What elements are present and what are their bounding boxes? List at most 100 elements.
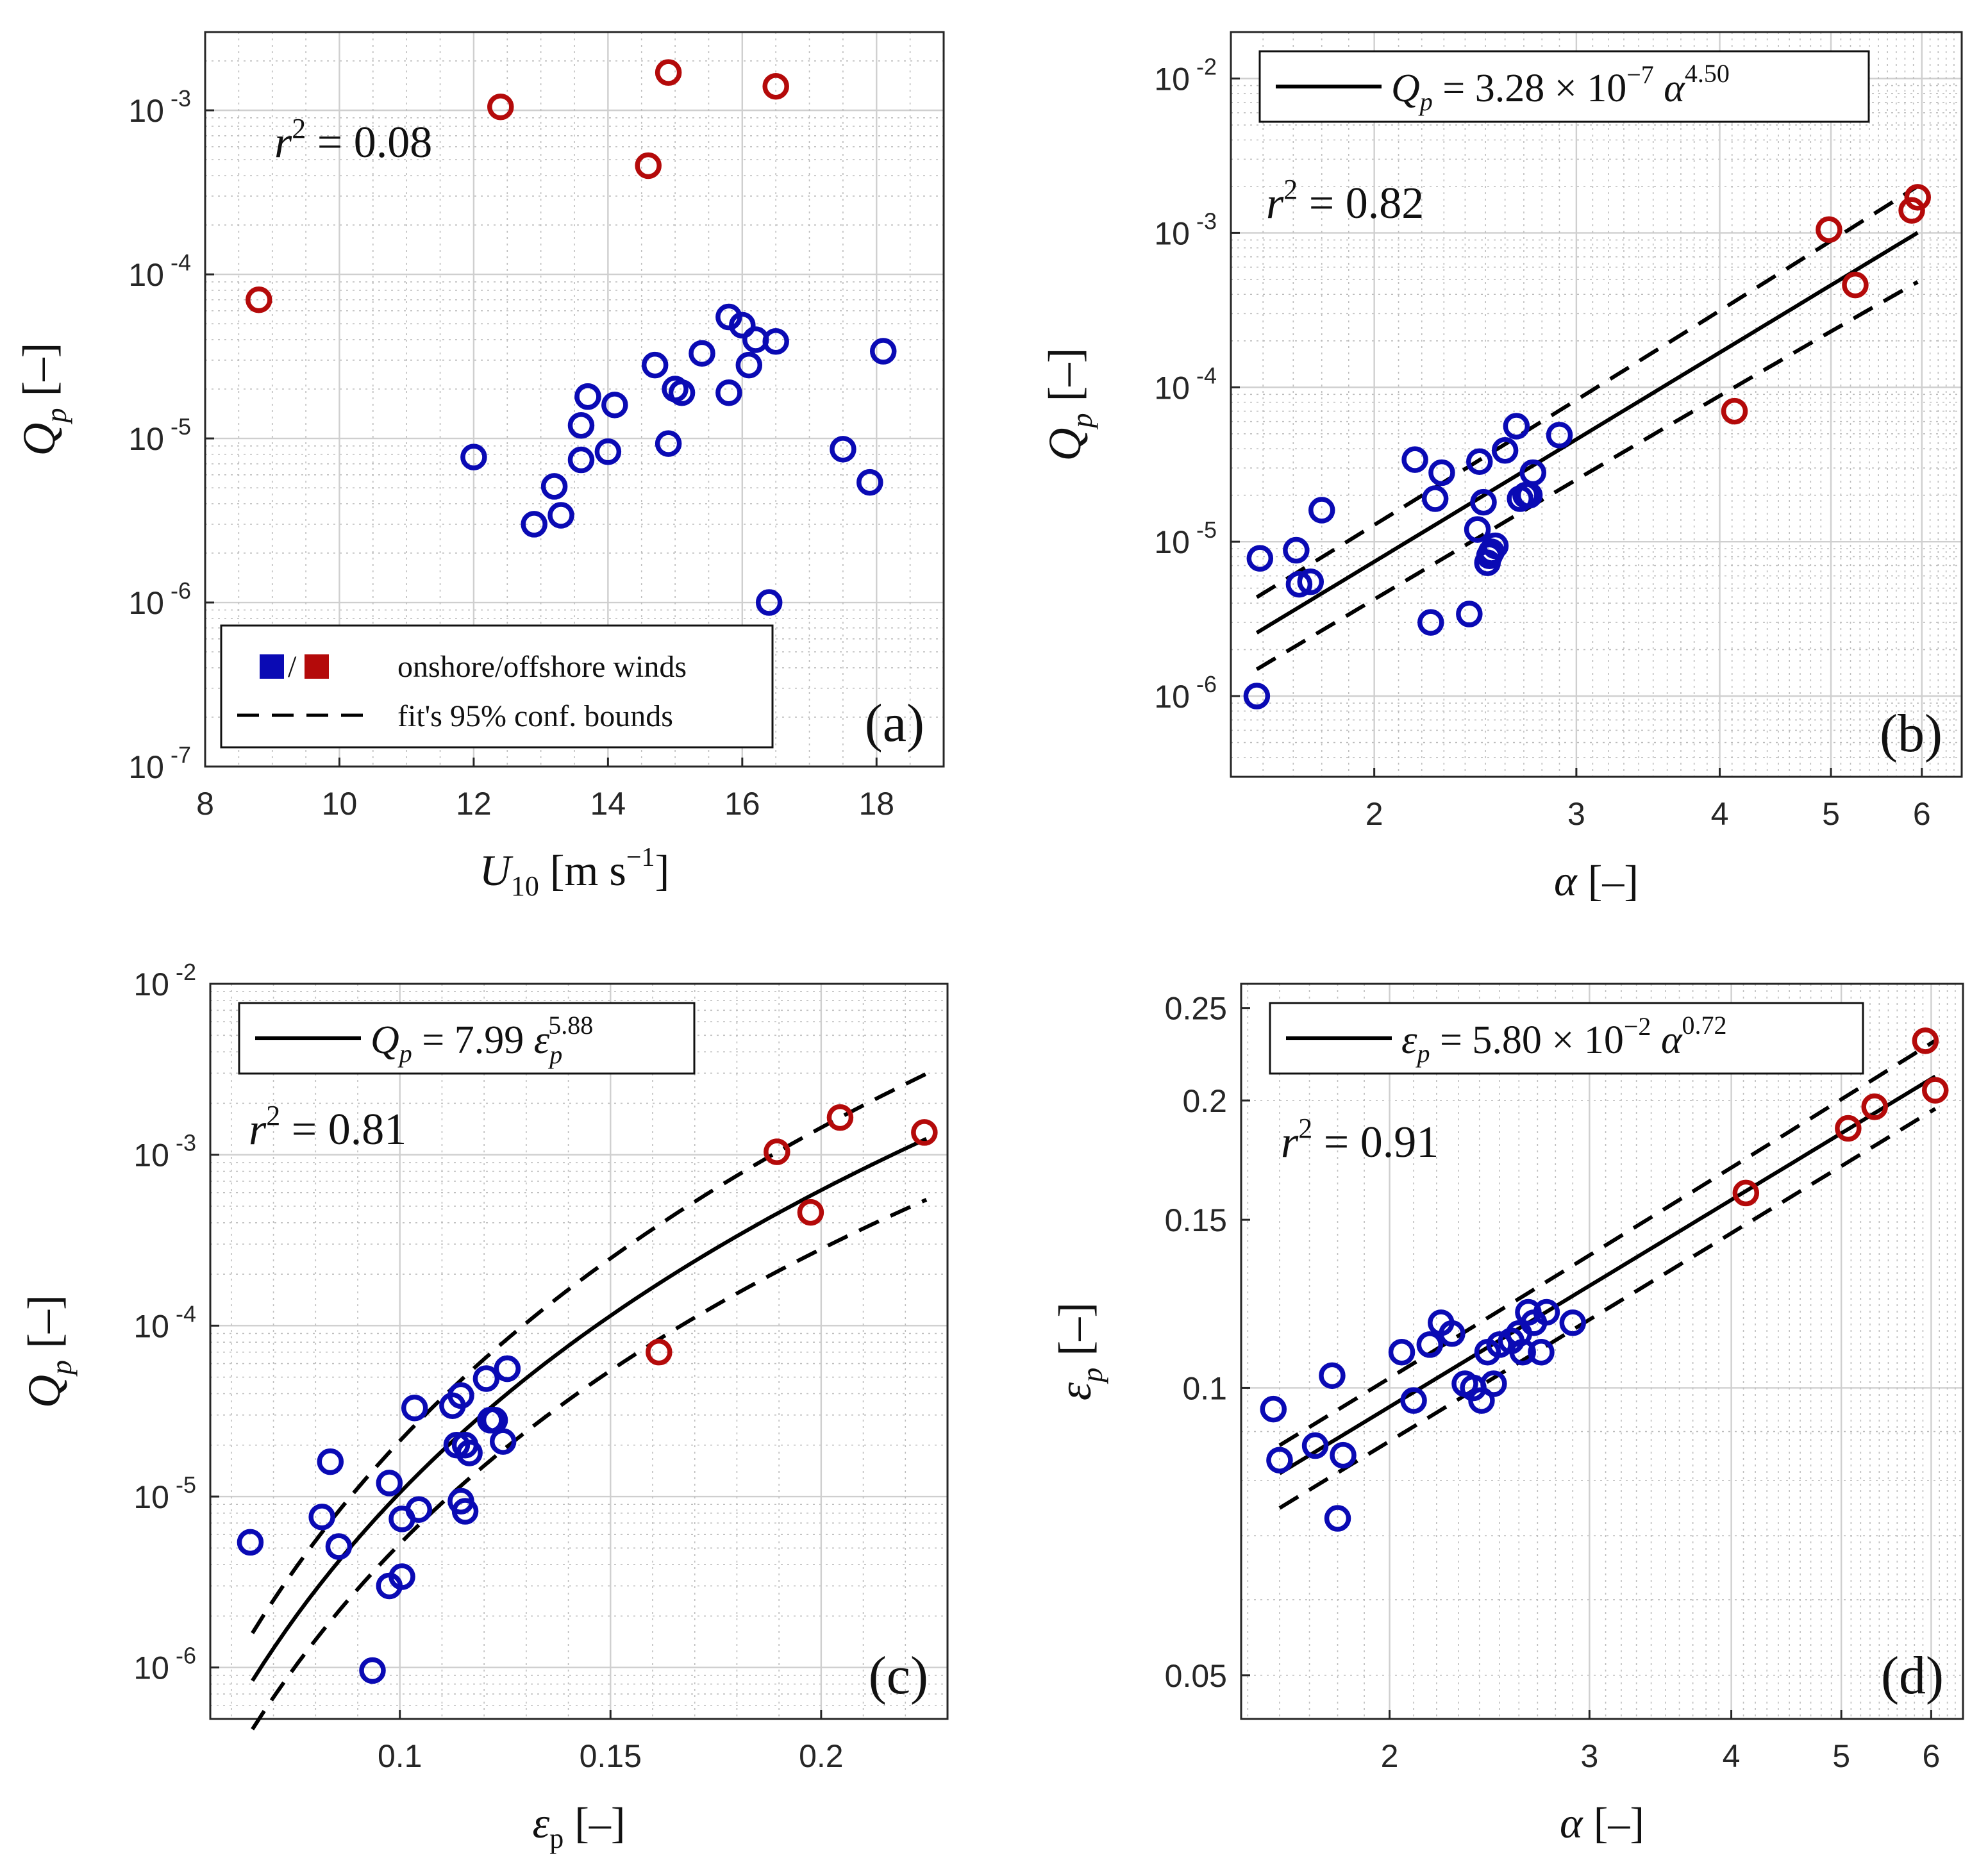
y-tick-label: 0.1 xyxy=(1182,1370,1227,1406)
x-tick-label: 2 xyxy=(1366,796,1383,832)
data-point-onshore xyxy=(308,1504,335,1531)
data-point-onshore xyxy=(456,1440,483,1466)
y-axis-label: εp [–] xyxy=(1049,1302,1108,1400)
grid-a xyxy=(205,32,944,767)
y-tick-label: 10 -4 xyxy=(1154,362,1217,406)
data-point-offshore xyxy=(1842,271,1869,299)
data-point-onshore xyxy=(762,328,789,355)
data-point-offshore xyxy=(246,286,272,313)
data-point-offshore xyxy=(1898,197,1925,224)
data-point-onshore xyxy=(1400,1387,1427,1414)
x-tick-label: 4 xyxy=(1711,796,1729,832)
data-point-onshore xyxy=(1464,516,1491,543)
legend-onshore-swatch xyxy=(260,654,284,679)
data-point-onshore xyxy=(755,589,783,616)
panel-c: 0.1 0.15 0.2 10 -6 10 -5 10 -4 10 -3 10 -2 εp [–… xyxy=(19,959,949,1854)
series-onshore xyxy=(237,1355,521,1684)
data-point-offshore xyxy=(1816,216,1842,244)
fit-line xyxy=(1255,231,1919,635)
y-tick-label: 10 -6 xyxy=(128,577,191,621)
fit-upper-bound xyxy=(251,1072,928,1634)
data-point-onshore xyxy=(735,351,763,379)
x-tick-label: 8 xyxy=(196,786,214,822)
y-tick-label: 0.25 xyxy=(1165,991,1227,1027)
data-point-onshore xyxy=(1401,446,1428,473)
data-point-onshore xyxy=(830,436,856,463)
fit-equation: εp = 5.80 × 10−2 α0.72 xyxy=(1401,1011,1726,1068)
data-point-onshore xyxy=(1470,488,1497,516)
y-tick-label: 10 -5 xyxy=(128,413,191,457)
panel-label: (d) xyxy=(1881,1646,1944,1705)
r-squared: r2 = 0.82 xyxy=(1266,174,1424,228)
y-tick-label: 10 -2 xyxy=(133,959,196,1002)
x-tick-label: 0.2 xyxy=(799,1738,844,1774)
x-tick-label: 0.15 xyxy=(580,1738,642,1774)
y-tick-label: 10 -5 xyxy=(133,1472,196,1515)
y-tick-label: 10 -3 xyxy=(133,1130,196,1174)
data-point-offshore xyxy=(1732,1179,1760,1207)
data-point-onshore xyxy=(460,444,487,470)
fit-upper-bound xyxy=(1278,1039,1937,1447)
data-point-onshore xyxy=(447,1382,474,1409)
data-point-onshore xyxy=(715,379,742,406)
panel-d: 2 3 4 5 6 0.05 0.1 0.15 0.2 0.25 α [–] εp [–] r2 = 0… xyxy=(1049,983,1964,1847)
data-point-offshore xyxy=(911,1119,938,1146)
data-point-onshore xyxy=(856,469,883,496)
fit-lower-bound xyxy=(1278,1107,1937,1510)
y-tick-label: 10 -7 xyxy=(128,742,191,785)
grid-d xyxy=(1241,984,1963,1719)
fit-lower-bound xyxy=(251,1198,928,1730)
x-axis-label: α [–] xyxy=(1560,1798,1644,1847)
series-offshore xyxy=(246,59,789,313)
data-point-onshore xyxy=(325,1533,353,1560)
data-point-onshore xyxy=(1297,568,1324,595)
fit-lower-bound xyxy=(1255,280,1919,671)
y-tick-label: 10 -6 xyxy=(1154,671,1217,715)
y-tick-label: 10 -3 xyxy=(1154,208,1217,251)
y-tick-label: 10 -3 xyxy=(128,85,191,129)
data-point-onshore xyxy=(237,1529,264,1556)
legend-entry-bounds: fit's 95% conf. bounds xyxy=(397,699,673,733)
x-tick-label: 3 xyxy=(1580,1738,1598,1774)
data-point-onshore xyxy=(1260,1395,1287,1423)
data-point-onshore xyxy=(1546,422,1573,449)
data-point-onshore xyxy=(1559,1309,1587,1336)
data-point-onshore xyxy=(1319,1362,1346,1390)
x-tick-label: 18 xyxy=(858,786,894,822)
series-offshore xyxy=(646,1104,938,1366)
y-tick-label: 0.15 xyxy=(1165,1202,1227,1238)
panel-label: (c) xyxy=(869,1646,928,1705)
data-point-offshore xyxy=(1835,1115,1862,1142)
fit-upper-bound xyxy=(1255,185,1919,599)
data-legend xyxy=(220,624,774,749)
y-tick-label: 10 -2 xyxy=(1154,54,1217,97)
plot-frame xyxy=(1230,31,1963,778)
data-point-onshore xyxy=(567,446,595,474)
data-point-onshore xyxy=(1439,1320,1466,1347)
panel-a: 8 10 12 14 16 18 10 -7 10 -6 10 -5 10 -4 10 -3 U10 … xyxy=(13,31,945,902)
x-tick-label: 5 xyxy=(1822,796,1840,832)
data-point-onshore xyxy=(1480,1370,1507,1397)
x-axis-label: α [–] xyxy=(1554,856,1639,905)
data-point-offshore xyxy=(487,93,514,120)
data-point-onshore xyxy=(1533,1299,1560,1326)
data-point-onshore xyxy=(1486,1331,1513,1358)
plot-frame xyxy=(1240,983,1964,1720)
data-point-onshore xyxy=(1417,609,1444,636)
series-onshore xyxy=(1243,413,1573,709)
data-point-offshore xyxy=(646,1338,672,1366)
data-point-onshore xyxy=(1330,1441,1357,1469)
data-point-onshore xyxy=(376,1470,403,1497)
data-point-onshore xyxy=(1491,437,1519,464)
panel-label: (a) xyxy=(865,693,924,753)
x-tick-label: 12 xyxy=(456,786,492,822)
x-tick-label: 2 xyxy=(1381,1738,1399,1774)
data-point-onshore xyxy=(317,1448,344,1475)
data-point-onshore xyxy=(574,383,601,410)
data-point-offshore xyxy=(826,1104,854,1131)
data-point-onshore xyxy=(729,311,756,339)
x-tick-label: 4 xyxy=(1723,1738,1741,1774)
data-point-onshore xyxy=(1421,485,1449,512)
data-point-onshore xyxy=(1519,459,1546,486)
legend-separator: / xyxy=(288,650,297,684)
